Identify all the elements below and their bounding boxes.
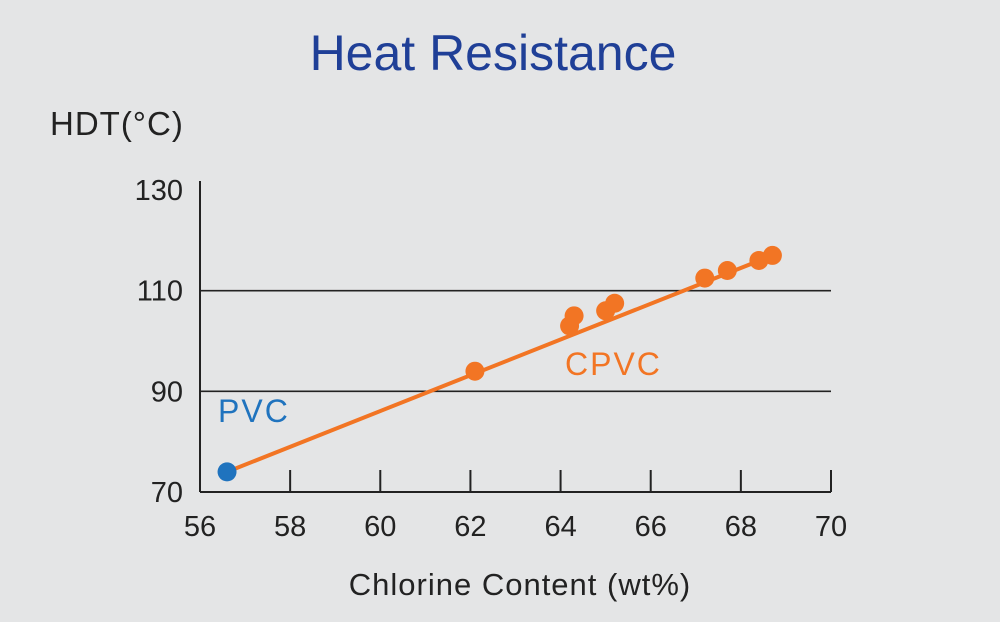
x-tick-label-60: 60: [364, 511, 396, 543]
cpvc-point-5: [695, 268, 715, 288]
cpvc-point-2: [564, 306, 584, 326]
cpvc-point-6: [717, 261, 737, 281]
y-axis-label: HDT(°C): [50, 105, 184, 142]
line-layer: [225, 253, 775, 474]
label-layer: PVC CPVC: [218, 346, 662, 429]
pvc-point-0: [217, 462, 237, 482]
axis-layer: 56 58 60 62 64 66 68 70 70 90 110 130: [135, 175, 848, 543]
cpvc-point-0: [465, 361, 485, 381]
x-tick-label-58: 58: [274, 511, 306, 543]
cpvc-point-8: [762, 245, 782, 265]
y-tick-label-110: 110: [137, 276, 183, 308]
pvc-series-label: PVC: [218, 393, 290, 429]
chart-title: Heat Resistance: [310, 25, 677, 81]
x-tick-label-66: 66: [635, 511, 667, 543]
x-tick-label-70: 70: [815, 511, 847, 543]
trend-line: [225, 253, 775, 474]
cpvc-point-4: [605, 293, 625, 313]
y-tick-label-130: 130: [135, 175, 183, 207]
point-layer: [217, 245, 782, 482]
x-tick-label-68: 68: [725, 511, 757, 543]
y-tick-label-70: 70: [151, 477, 183, 509]
grid-layer: [200, 289, 831, 393]
x-axis-label: Chlorine Content (wt%): [349, 567, 691, 602]
x-tick-label-64: 64: [544, 511, 576, 543]
x-tick-label-62: 62: [454, 511, 486, 543]
y-tick-label-90: 90: [151, 376, 183, 408]
x-tick-label-56: 56: [184, 511, 216, 543]
cpvc-series-label: CPVC: [565, 346, 662, 382]
